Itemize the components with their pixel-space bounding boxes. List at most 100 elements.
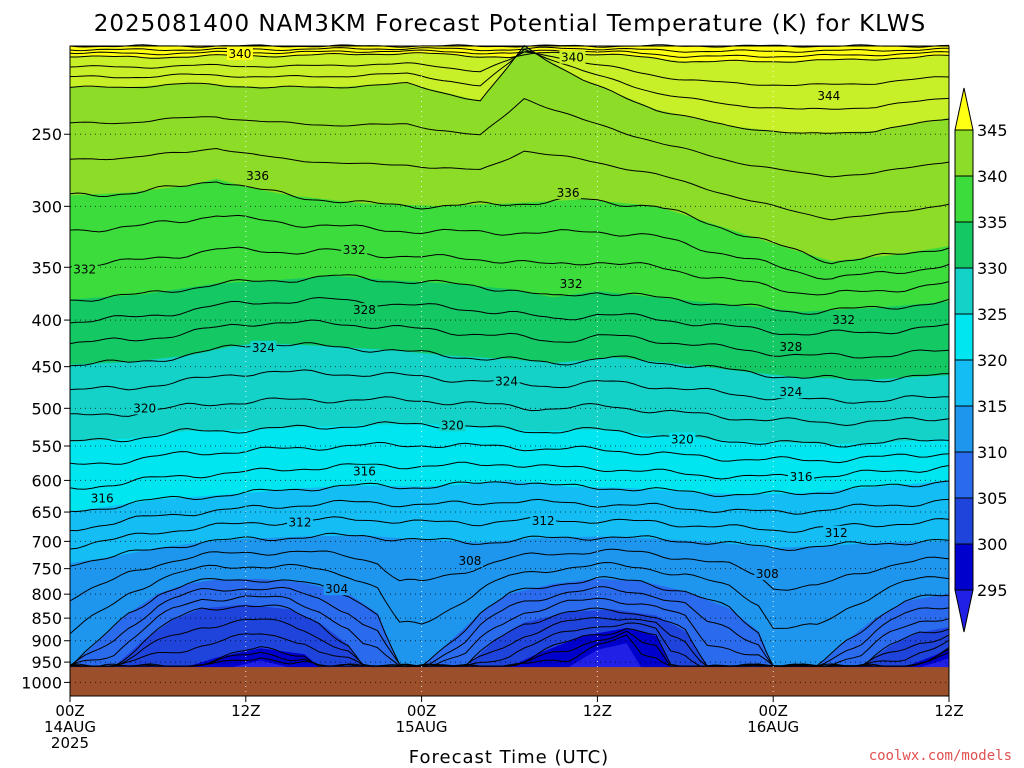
colorbar-min-arrow <box>954 589 974 633</box>
contour-line <box>70 634 950 667</box>
contour-label: 324 <box>250 340 277 355</box>
contour-label-text: 308 <box>458 554 481 568</box>
contour-line <box>69 51 950 86</box>
contour-label-bg <box>323 582 350 596</box>
contour-line <box>69 48 950 110</box>
colorbar-swatch <box>954 451 974 499</box>
contour-line <box>69 46 950 53</box>
colorbar-max-arrow <box>954 87 974 131</box>
y-tick-label: 350 <box>31 258 62 277</box>
contour-line <box>69 342 950 383</box>
y-tick-label: 550 <box>31 437 62 456</box>
contour-line <box>69 396 950 427</box>
y-axis: 250 300 350 400 450 500 550 600 650 700 750 800 850 9… <box>21 125 70 692</box>
contour-label: 328 <box>351 303 378 317</box>
colorbar-label: 340 <box>977 167 1008 186</box>
contour-label-text: 332 <box>73 263 96 277</box>
contour-label: 304 <box>323 582 350 596</box>
contour-label: 324 <box>777 385 804 399</box>
contours <box>69 44 950 667</box>
contour-line <box>69 319 950 359</box>
contour-label: 316 <box>351 464 378 479</box>
contour-line <box>69 548 950 602</box>
contour-label-bg <box>830 313 857 327</box>
contour-label-bg <box>823 525 850 539</box>
contour-label-bg <box>555 185 582 199</box>
colorbar-swatch <box>954 175 974 223</box>
contour-label-text: 320 <box>441 418 464 432</box>
watermark: coolwx.com/models <box>869 748 1012 764</box>
contour-label-text: 332 <box>343 243 366 257</box>
contour-line <box>69 274 950 315</box>
contour-label-bg <box>669 432 696 446</box>
colorbar-swatch <box>954 405 974 453</box>
contour-label-text: 324 <box>495 374 518 388</box>
contour-label-text: 316 <box>353 465 376 479</box>
contour-line <box>69 480 950 513</box>
x-tick-label: 15AUG <box>396 718 448 736</box>
x-tick-label: 16AUG <box>747 718 799 736</box>
contour-label-bg <box>788 470 815 484</box>
contour-label-bg <box>558 276 585 290</box>
contour-line <box>69 441 950 465</box>
contour-label-text: 316 <box>91 491 114 505</box>
contour-label-bg <box>71 262 98 276</box>
contour-labels: 340 340 344 336 336 332 332 332 332 328 328 324 324 3… <box>71 46 857 596</box>
y-tick-label: 950 <box>31 653 62 672</box>
contour-label: 324 <box>493 374 520 388</box>
contour-label: 320 <box>669 432 696 446</box>
contour-label: 312 <box>823 525 850 540</box>
y-tick-label: 300 <box>31 197 62 216</box>
contour-label: 332 <box>71 262 98 277</box>
contour-label-text: 324 <box>779 385 802 399</box>
contour-label: 332 <box>558 276 585 291</box>
ground-fill <box>70 667 949 696</box>
colorbar-label: 330 <box>977 259 1008 278</box>
contour-label-text: 328 <box>779 340 802 354</box>
contour-label: 316 <box>788 470 815 484</box>
colorbar-label: 310 <box>977 443 1008 462</box>
contour-label: 344 <box>815 89 842 103</box>
contour-label-bg <box>250 340 277 354</box>
contour-label-text: 304 <box>325 582 348 596</box>
contour-label-text: 308 <box>756 567 779 581</box>
contour-label-text: 320 <box>133 401 156 415</box>
x-axis-label: Forecast Time (UTC) <box>409 747 609 768</box>
colorbar-label: 305 <box>977 489 1008 508</box>
y-tick-label: 650 <box>31 503 62 522</box>
plot-frame <box>69 45 950 697</box>
y-tick-label: 400 <box>31 311 62 330</box>
contour-label-bg <box>131 401 158 415</box>
contour-label: 336 <box>244 169 271 183</box>
y-tick-label: 500 <box>31 399 62 418</box>
contour-line <box>69 214 950 280</box>
contour-line <box>69 586 950 667</box>
colorbar-swatch <box>954 359 974 407</box>
y-tick-label: 1000 <box>21 673 62 692</box>
contour-label-text: 336 <box>246 169 269 183</box>
contour-label-bg <box>493 374 520 388</box>
colorbar-swatch <box>954 221 974 269</box>
contour-label-bg <box>351 464 378 478</box>
x-tick-label: 00Z <box>759 702 788 720</box>
contour-label-bg <box>89 491 116 505</box>
contour-label-bg <box>226 46 253 60</box>
contour-label: 320 <box>439 418 466 432</box>
contour-label: 316 <box>89 491 116 505</box>
y-tick-label: 750 <box>31 560 62 579</box>
colorbar-swatch <box>954 313 974 361</box>
contour-label-bg <box>456 554 483 568</box>
contour-line <box>69 49 950 58</box>
contour-line <box>69 246 950 296</box>
x-tick-label: 00Z <box>407 702 436 720</box>
contour-label-bg <box>341 242 368 256</box>
contour-label-text: 312 <box>289 515 312 529</box>
contour-line <box>69 181 950 265</box>
contour-line <box>69 98 950 178</box>
contour-label: 340 <box>559 50 586 65</box>
contour-label-text: 324 <box>252 341 275 355</box>
contour-line <box>69 44 950 134</box>
contour-label: 336 <box>555 185 582 200</box>
contour-label: 340 <box>226 46 253 61</box>
y-tick-label: 850 <box>31 609 62 628</box>
